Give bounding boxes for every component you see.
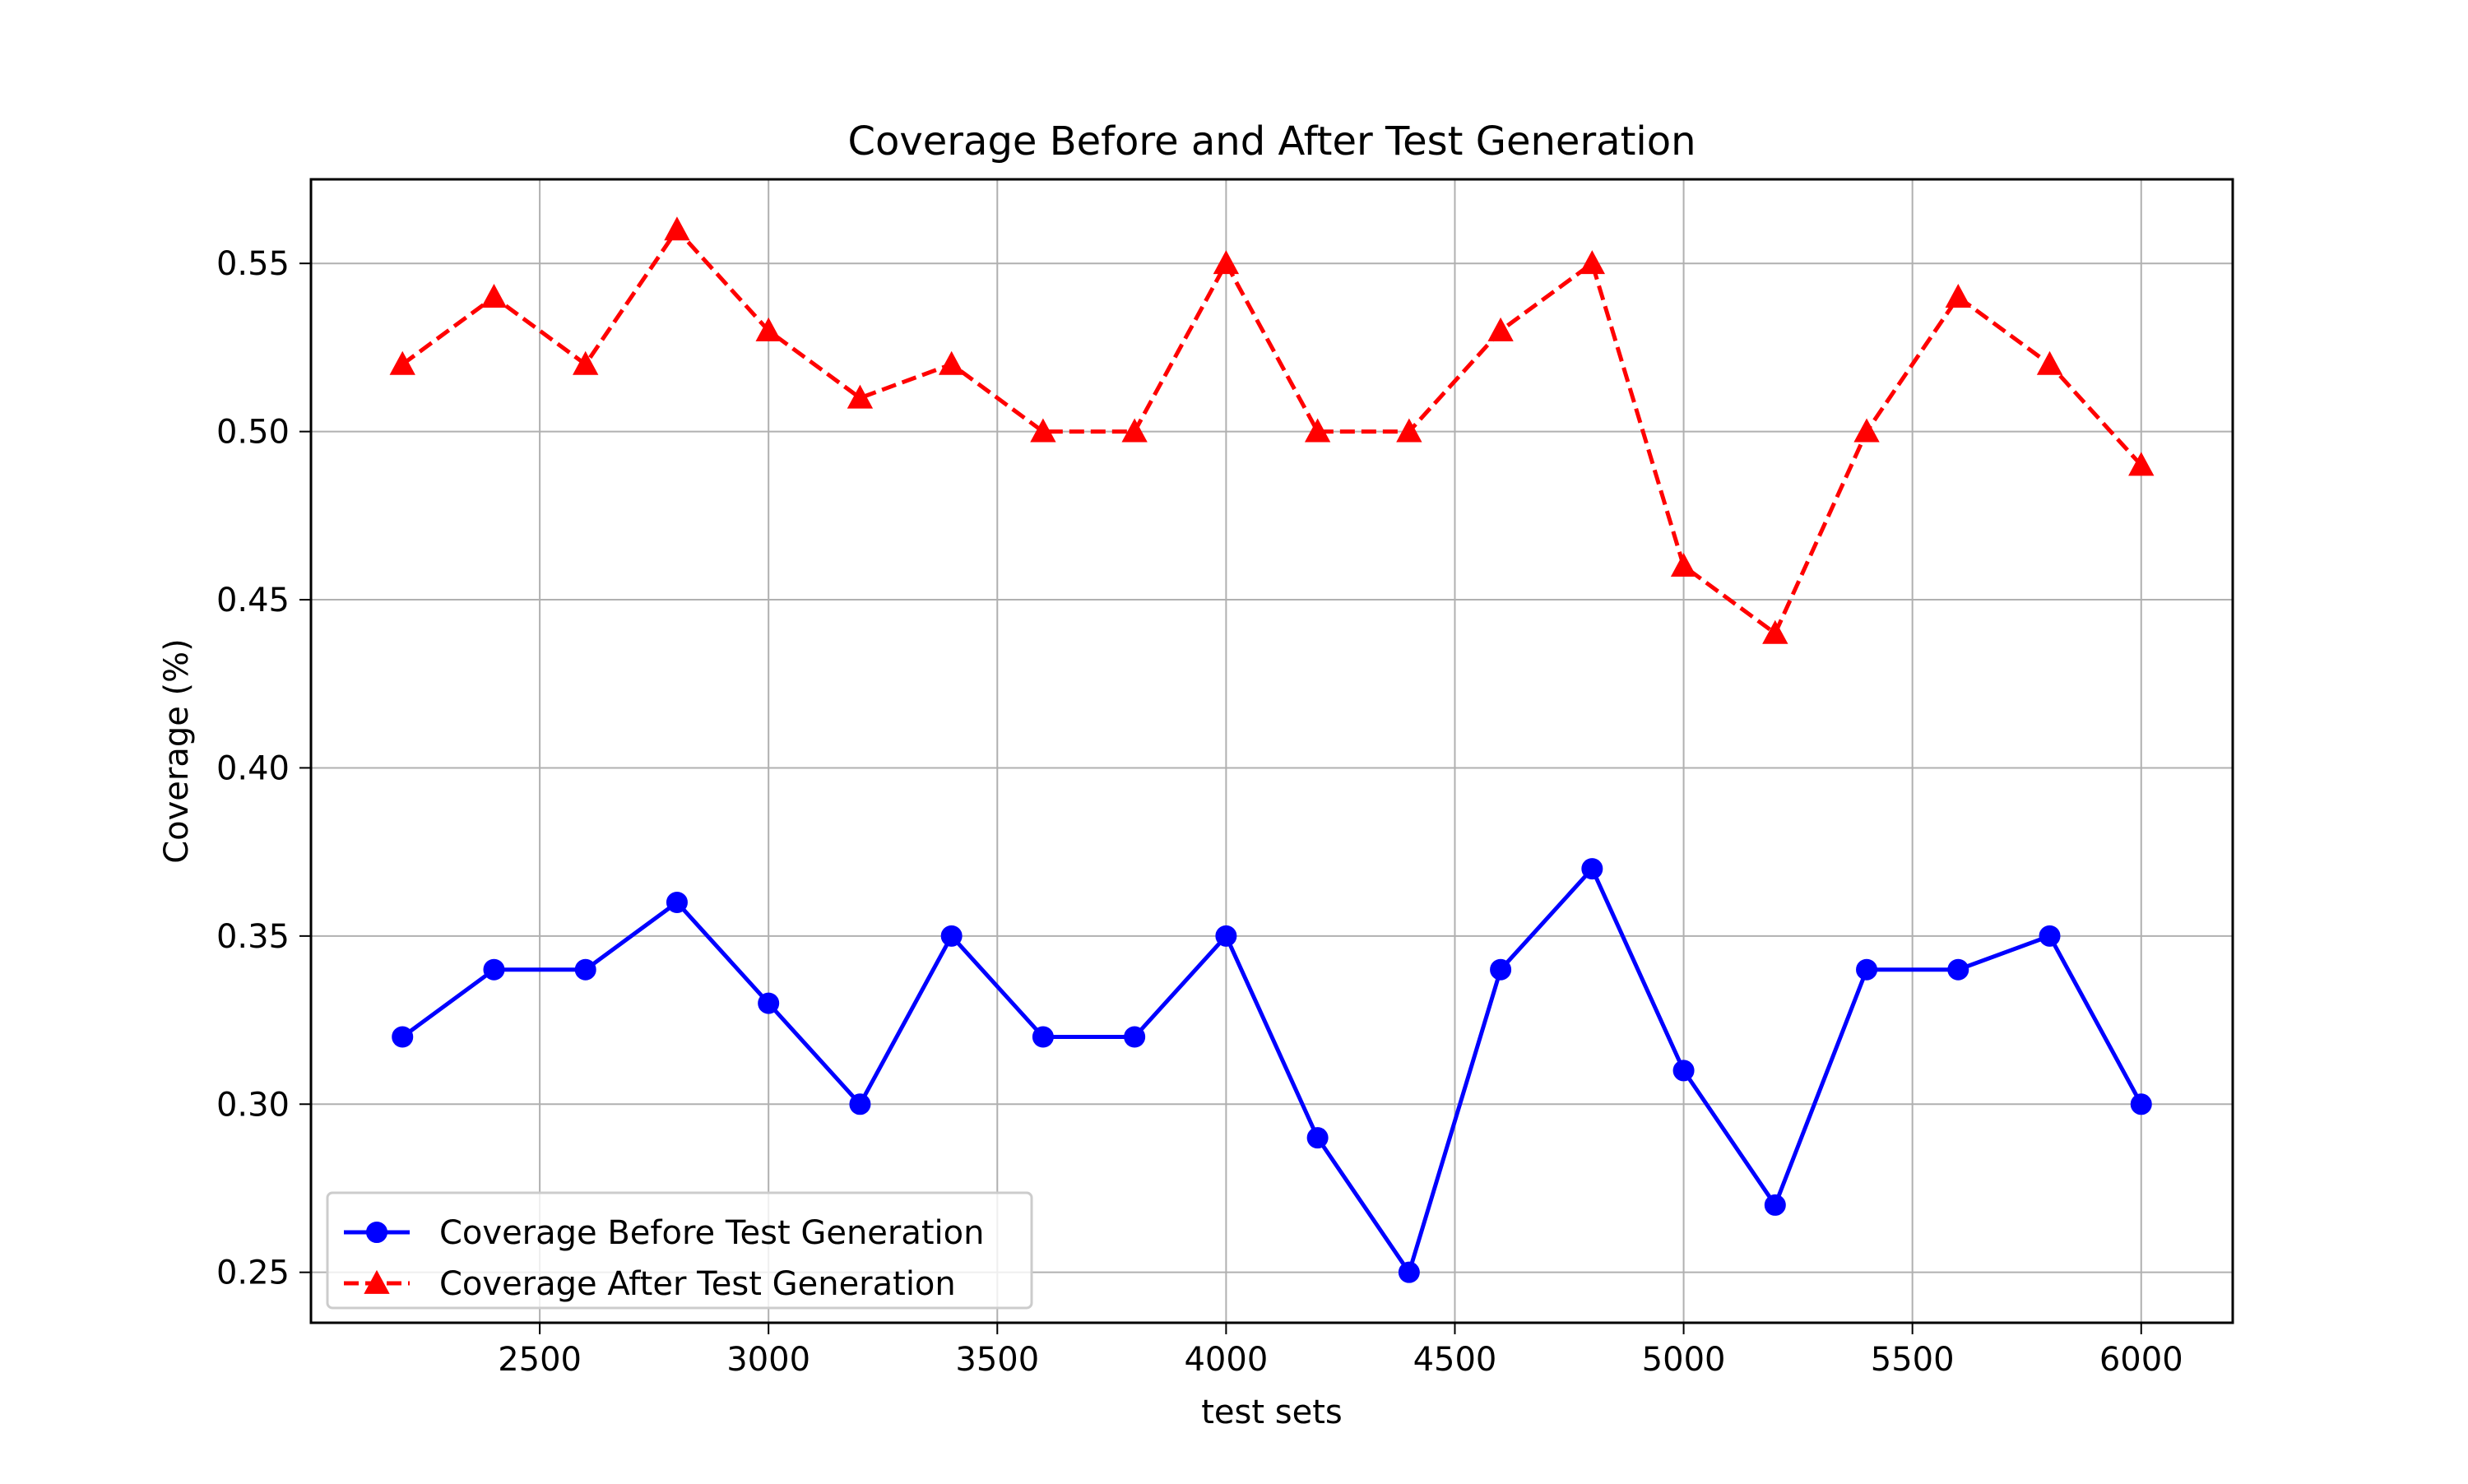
data-point xyxy=(1304,418,1331,443)
data-point xyxy=(940,925,963,947)
legend-entry: Coverage After Test Generation xyxy=(344,1265,956,1303)
chart-title: Coverage Before and After Test Generatio… xyxy=(847,118,1696,165)
y-tick-label: 0.45 xyxy=(216,582,290,619)
x-tick-label: 5500 xyxy=(1871,1341,1955,1379)
legend-label: Coverage After Test Generation xyxy=(439,1265,956,1303)
series-line xyxy=(401,227,2143,636)
data-point xyxy=(573,350,599,375)
legend: Coverage Before Test Generation Coverage … xyxy=(326,1191,1033,1310)
series-line xyxy=(401,866,2143,1275)
data-point xyxy=(2039,925,2061,947)
data-point xyxy=(1762,619,1788,644)
data-point xyxy=(1764,1194,1786,1216)
data-point xyxy=(1853,418,1880,443)
series-layer xyxy=(389,216,2155,1283)
data-point xyxy=(483,958,505,981)
data-point xyxy=(1579,250,1606,275)
legend-marker xyxy=(366,1222,387,1243)
data-point xyxy=(1672,1060,1695,1082)
axis-ticks: 2500 3000 3500 4000 4500 5000 5500 6000 0.25 0.30… xyxy=(216,245,2183,1379)
x-tick-label: 4000 xyxy=(1184,1341,1268,1379)
data-point xyxy=(389,350,415,375)
y-tick-label: 0.55 xyxy=(216,245,290,283)
data-point xyxy=(2036,350,2063,375)
series-after xyxy=(389,216,2155,644)
data-point xyxy=(847,384,874,409)
data-point xyxy=(1121,418,1148,443)
data-point xyxy=(1213,250,1240,275)
data-point xyxy=(1945,283,1971,308)
plot-frame xyxy=(309,178,2234,1324)
data-point xyxy=(938,350,965,375)
legend-label: Coverage Before Test Generation xyxy=(439,1214,984,1252)
data-point xyxy=(1581,858,1603,880)
data-point xyxy=(755,317,782,341)
data-point xyxy=(1856,958,1878,981)
data-point xyxy=(1306,1127,1329,1149)
data-point xyxy=(1947,958,1969,981)
legend-box xyxy=(326,1191,1033,1310)
x-tick-label: 3000 xyxy=(726,1341,810,1379)
data-point xyxy=(574,958,596,981)
series-before xyxy=(392,858,2152,1283)
data-point xyxy=(758,992,780,1014)
data-point xyxy=(1398,1261,1420,1283)
y-tick-label: 0.25 xyxy=(216,1254,290,1292)
x-tick-label: 3500 xyxy=(955,1341,1039,1379)
data-point xyxy=(1215,925,1237,947)
data-point xyxy=(666,891,688,913)
data-point xyxy=(2130,1093,2152,1115)
y-tick-label: 0.50 xyxy=(216,414,290,452)
x-tick-label: 2500 xyxy=(498,1341,582,1379)
data-point xyxy=(1032,1026,1054,1048)
data-point xyxy=(1490,958,1512,981)
y-axis-label: Coverage (%) xyxy=(158,638,196,864)
data-point xyxy=(1124,1026,1146,1048)
data-point xyxy=(664,216,690,241)
x-tick-label: 4500 xyxy=(1413,1341,1497,1379)
data-point xyxy=(480,283,508,308)
y-tick-label: 0.35 xyxy=(216,918,290,956)
data-point xyxy=(849,1093,871,1115)
data-point xyxy=(1396,418,1422,443)
legend-items: Coverage Before Test Generation Coverage … xyxy=(344,1214,984,1303)
data-point xyxy=(392,1026,414,1048)
legend-entry: Coverage Before Test Generation xyxy=(344,1214,984,1252)
x-tick-label: 5000 xyxy=(1642,1341,1726,1379)
data-point xyxy=(1487,317,1514,341)
data-point xyxy=(2128,452,2155,476)
data-point xyxy=(1030,418,1056,443)
legend-marker xyxy=(364,1269,390,1294)
x-tick-label: 6000 xyxy=(2099,1341,2183,1379)
x-axis-label: test sets xyxy=(1201,1394,1343,1431)
data-point xyxy=(1670,553,1697,577)
y-tick-label: 0.40 xyxy=(216,749,290,787)
y-tick-label: 0.30 xyxy=(216,1086,290,1124)
